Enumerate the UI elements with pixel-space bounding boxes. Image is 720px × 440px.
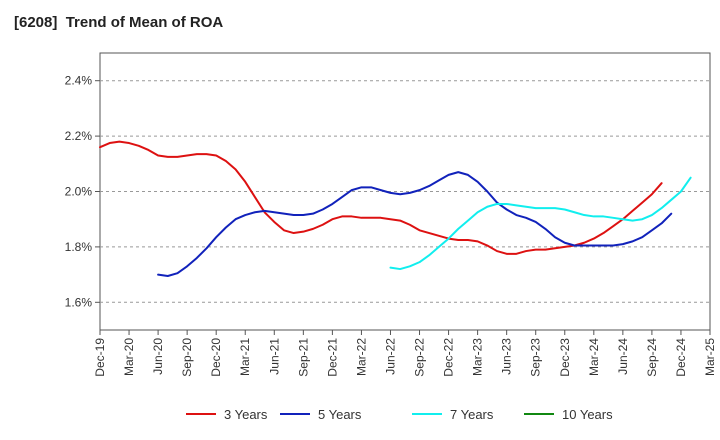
x-tick-label: Sep-24 [645, 338, 659, 377]
series-line-5-years [157, 171, 673, 277]
x-tick-label: Jun-21 [267, 338, 281, 375]
legend-label-3-years: 3 Years [224, 407, 268, 422]
x-tick-label: Mar-23 [471, 338, 485, 376]
y-tick-label: 1.6% [65, 295, 93, 309]
x-tick-label: Sep-23 [529, 338, 543, 377]
x-tick-label: Jun-24 [616, 338, 630, 375]
x-axis-ticks: Dec-19 Mar-20 Jun-20 Sep-20 Dec-20 Mar-21 Jun-… [93, 330, 717, 377]
x-tick-label: Mar-24 [587, 338, 601, 376]
y-tick-label: 1.8% [65, 240, 93, 254]
x-tick-label: Dec-22 [442, 338, 456, 377]
chart-title: [6208] Trend of Mean of ROA [14, 14, 224, 31]
x-tick-label: Sep-22 [413, 338, 427, 377]
y-axis-ticks: 1.6% 1.8% 2.0% 2.2% 2.4% [65, 74, 100, 309]
plot-area-frame [99, 52, 711, 331]
legend-label-5-years: 5 Years [318, 407, 362, 422]
x-tick-label: Dec-24 [674, 338, 688, 377]
legend-label-10-years: 10 Years [562, 407, 613, 422]
x-tick-label: Sep-21 [296, 338, 310, 377]
x-tick-label: Dec-19 [93, 338, 107, 377]
x-tick-label: Dec-20 [209, 338, 223, 377]
x-tick-label: Jun-23 [500, 338, 514, 375]
y-tick-label: 2.4% [65, 74, 93, 88]
x-tick-label: Mar-25 [703, 338, 717, 376]
x-tick-label: Mar-21 [238, 338, 252, 376]
x-tick-label: Dec-23 [558, 338, 572, 377]
series-lines [99, 140, 692, 277]
x-tick-label: Sep-20 [180, 338, 194, 377]
legend-label-7-years: 7 Years [450, 407, 494, 422]
series-line-7-years [389, 176, 692, 271]
y-tick-label: 2.0% [65, 185, 93, 199]
x-tick-label: Mar-22 [354, 338, 368, 376]
legend: 3 Years 5 Years 7 Years 10 Years [186, 407, 613, 422]
x-tick-label: Mar-20 [122, 338, 136, 376]
x-tick-label: Jun-22 [383, 338, 397, 375]
x-tick-label: Jun-20 [151, 338, 165, 375]
y-tick-label: 2.2% [65, 129, 93, 143]
x-tick-label: Dec-21 [325, 338, 339, 377]
series-line-3-years [99, 140, 663, 255]
